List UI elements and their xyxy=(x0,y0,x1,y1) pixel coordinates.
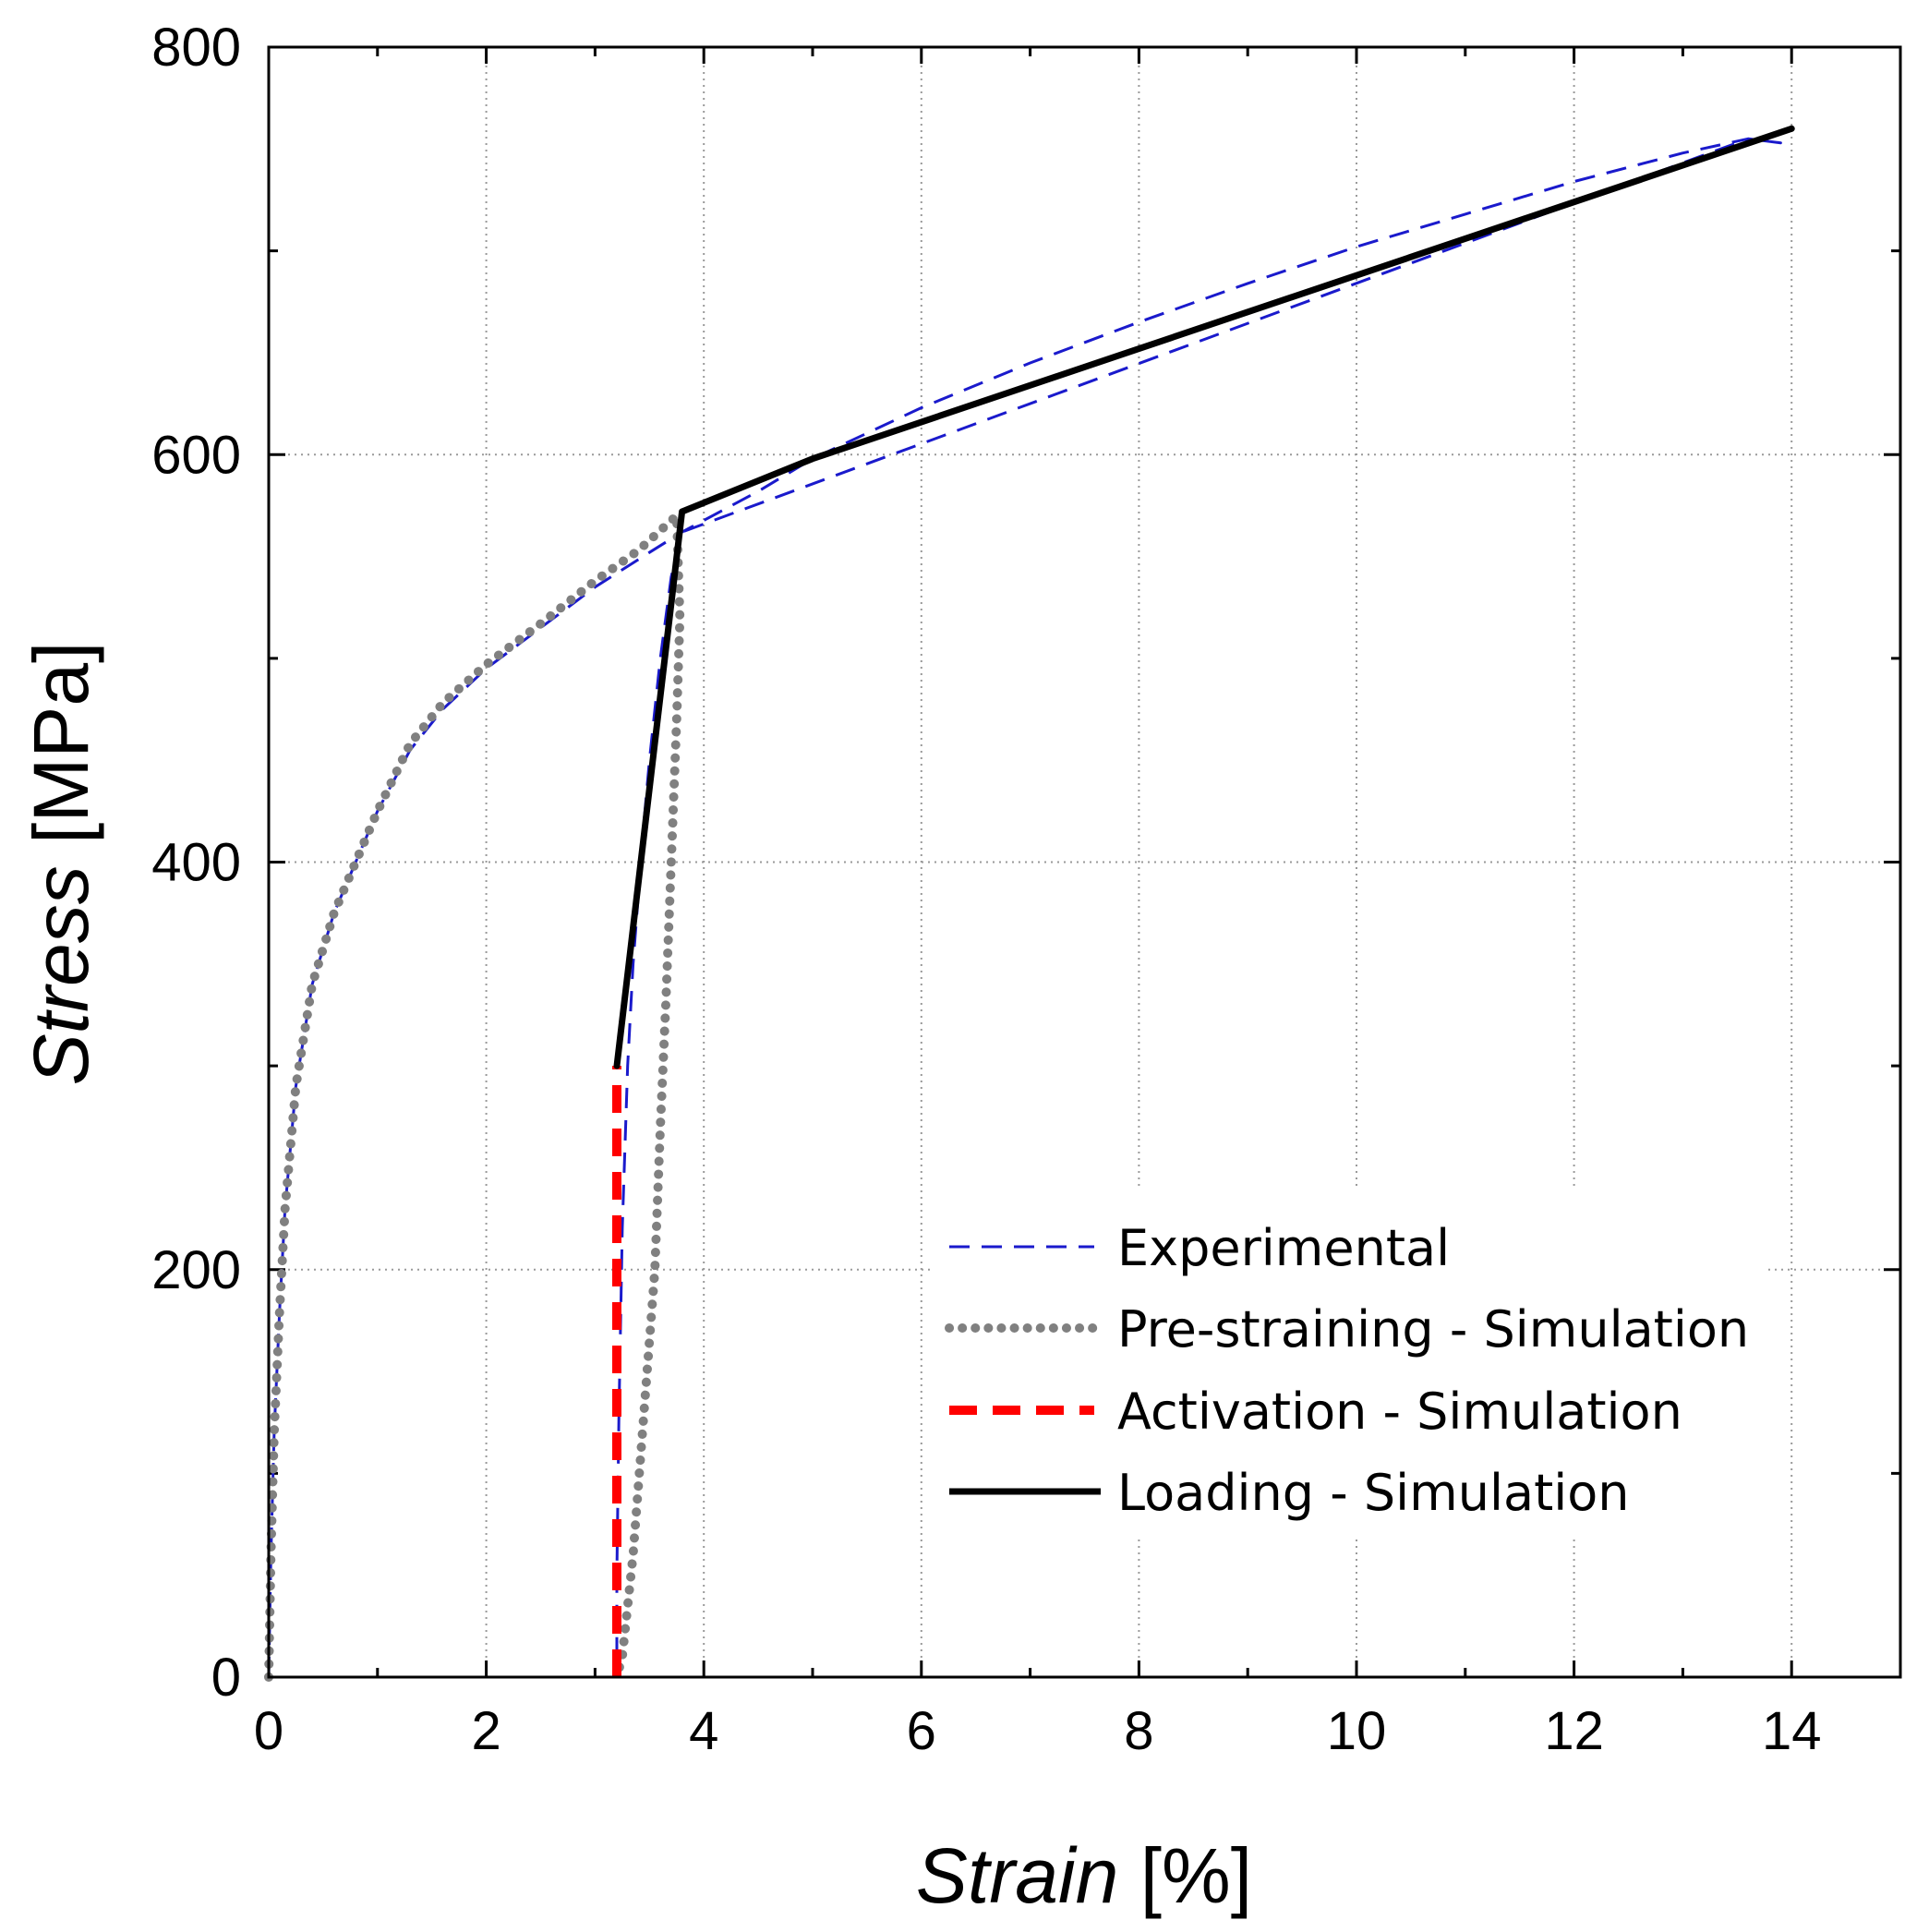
y-tick-label: 0 xyxy=(211,1648,241,1708)
y-axis-label-unit: [MPa] xyxy=(18,642,104,866)
y-axis-label-name: Stress xyxy=(18,865,104,1085)
y-tick-label: 800 xyxy=(151,18,241,78)
y-tick-label: 200 xyxy=(151,1240,241,1300)
y-tick-labels: 0 200 400 600 800 xyxy=(151,18,241,1708)
x-axis-label: Strain [%] xyxy=(916,1832,1252,1919)
x-tick-label: 2 xyxy=(471,1701,500,1761)
legend-background xyxy=(933,1187,1764,1538)
x-axis-label-unit: [%] xyxy=(1118,1832,1252,1919)
plot-frame xyxy=(267,45,1902,1679)
legend-label-loading: Loading - Simulation xyxy=(1117,1464,1630,1522)
legend-label-experimental: Experimental xyxy=(1117,1219,1450,1277)
x-tick-label: 12 xyxy=(1544,1701,1604,1761)
x-tick-label: 4 xyxy=(689,1701,718,1761)
x-tick-label: 10 xyxy=(1327,1701,1387,1761)
x-tick-label: 8 xyxy=(1124,1701,1153,1761)
legend: Experimental Pre-straining - Simulation … xyxy=(933,1187,1764,1538)
x-tick-label: 14 xyxy=(1762,1701,1822,1761)
y-axis-label: Stress [MPa] xyxy=(18,642,104,1086)
series-loading-simulation xyxy=(613,125,1795,1069)
y-tick-label: 600 xyxy=(151,425,241,485)
axis-ticks xyxy=(267,45,1900,1679)
x-tick-labels: 0 2 4 6 8 10 12 14 xyxy=(254,1701,1822,1761)
series-pre-straining-simulation xyxy=(264,511,685,1682)
y-tick-label: 400 xyxy=(151,833,241,893)
x-tick-label: 6 xyxy=(907,1701,936,1761)
data-series xyxy=(264,125,1795,1682)
legend-label-pre-straining: Pre-straining - Simulation xyxy=(1117,1300,1749,1358)
x-axis-label-name: Strain xyxy=(916,1832,1118,1919)
x-tick-label: 0 xyxy=(254,1701,283,1761)
legend-label-activation: Activation - Simulation xyxy=(1117,1383,1682,1441)
